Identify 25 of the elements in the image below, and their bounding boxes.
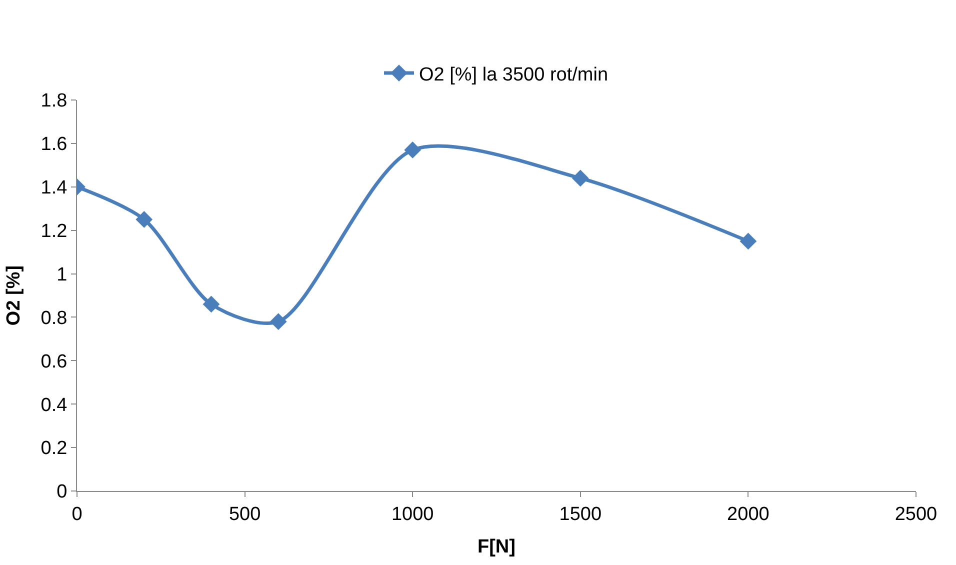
x-tick-label: 1500 [559, 504, 602, 525]
x-axis-title: F[N] [478, 536, 516, 558]
point [572, 170, 589, 187]
point [136, 211, 153, 228]
point [270, 313, 287, 330]
point [202, 296, 220, 313]
y-tick-label: 0.6 [40, 351, 68, 372]
y-tick-label: 0.4 [40, 394, 68, 416]
y-tick-label: 1.8 [40, 90, 68, 112]
y-tick-label: 1.6 [40, 134, 68, 156]
x-tick-label: 2500 [894, 504, 938, 525]
y-tick-label: 0 [56, 482, 68, 503]
x-tick-label: 1000 [391, 504, 434, 525]
y-tick-label: 1 [56, 264, 68, 286]
x-tick-label: 2000 [727, 504, 770, 525]
point [404, 142, 422, 158]
x-tick-label: 500 [228, 504, 261, 525]
legend-label: O2 [%] la 3500 rot/min [419, 64, 608, 86]
y-tick-label: 0.8 [40, 308, 68, 329]
y-tick-label: 1.2 [40, 220, 68, 242]
y-tick-label: 1.4 [40, 178, 68, 199]
y-tick-label: 0.2 [40, 438, 68, 460]
y-axis-title: O2 [%] [4, 265, 25, 326]
point [740, 232, 757, 250]
x-tick-label: 0 [72, 504, 82, 525]
